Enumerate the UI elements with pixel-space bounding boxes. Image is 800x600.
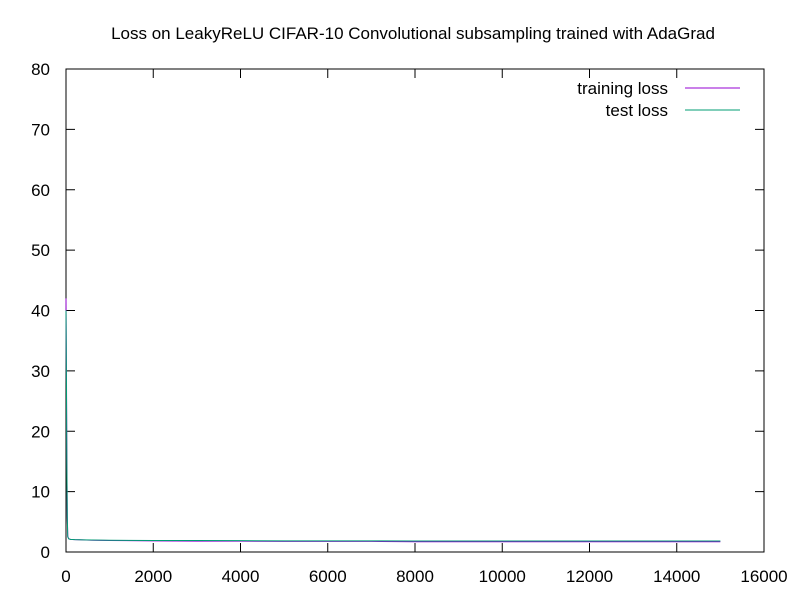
x-tick-label: 16000 [740,567,787,586]
series-line-0 [65,298,721,543]
x-tick-label: 6000 [309,567,347,586]
x-tick-label: 12000 [566,567,613,586]
x-tick-label: 4000 [222,567,260,586]
plot-frame [65,68,765,553]
y-tick-label: 50 [31,241,50,260]
y-tick-label: 30 [31,362,50,381]
chart-title: Loss on LeakyReLU CIFAR-10 Convolutional… [111,24,715,43]
legend-label: test loss [606,101,668,120]
y-tick-label: 80 [31,60,50,79]
x-tick-label: 10000 [479,567,526,586]
y-tick-label: 0 [41,543,50,562]
x-tick-label: 0 [61,567,70,586]
y-tick-label: 20 [31,422,50,441]
y-tick-label: 40 [31,302,50,321]
x-tick-label: 2000 [134,567,172,586]
x-tick-label: 8000 [396,567,434,586]
axis-ticks: 0 2000 4000 6000 8000 10000 12000 14000 16000 0 10… [31,60,788,586]
x-tick-label: 14000 [653,567,700,586]
series-line-1 [65,310,721,542]
y-tick-label: 10 [31,483,50,502]
legend: training loss test loss [577,79,740,120]
legend-label: training loss [577,79,668,98]
y-tick-label: 60 [31,181,50,200]
series-layer [65,298,721,543]
y-tick-label: 70 [31,120,50,139]
